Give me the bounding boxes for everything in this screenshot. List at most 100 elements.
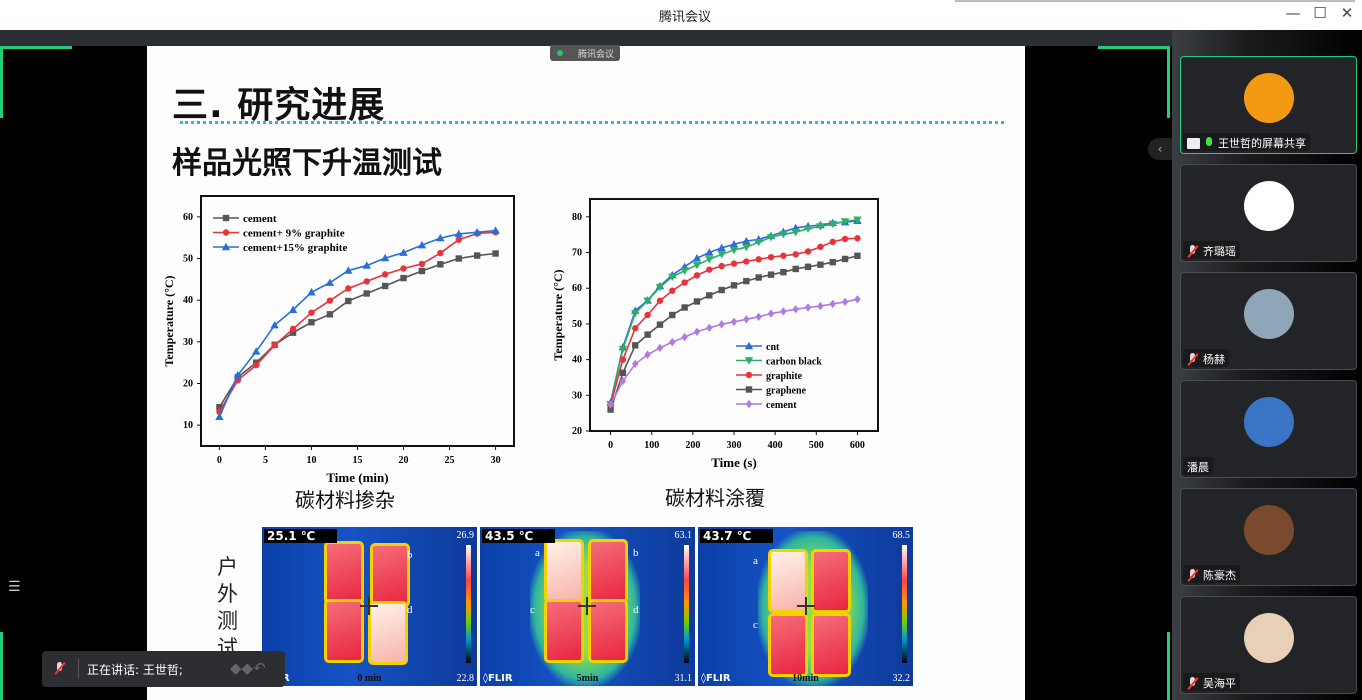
- data-point: [216, 404, 223, 411]
- name-tag: 陈豪杰: [1183, 565, 1240, 583]
- data-point: [829, 299, 836, 309]
- avatar: [1244, 613, 1294, 663]
- y-tick-label: 20: [183, 379, 193, 390]
- data-point: [792, 305, 799, 314]
- share-frame-corner: [0, 632, 72, 700]
- data-point: [326, 297, 334, 304]
- minimize-button[interactable]: —: [1285, 4, 1301, 22]
- popup-edge: [955, 0, 1355, 2]
- series-line: [218, 252, 496, 408]
- data-point: [270, 320, 279, 329]
- data-point: [632, 342, 639, 349]
- participant-tile[interactable]: 潘晨: [1180, 380, 1357, 478]
- color-scale: [466, 545, 471, 663]
- slide-title: 三. 研究进展: [172, 85, 386, 126]
- data-point: [437, 261, 444, 268]
- avatar: [1244, 73, 1294, 123]
- close-button[interactable]: ✕: [1340, 4, 1354, 22]
- share-badge[interactable]: 腾讯会议: [550, 45, 620, 61]
- participant-name: 王世哲的屏幕共享: [1218, 137, 1306, 150]
- data-point: [345, 285, 352, 292]
- data-point: [755, 312, 762, 321]
- x-tick-label: 25: [445, 455, 455, 466]
- data-point: [706, 292, 713, 299]
- mic-muted-icon: [1187, 676, 1199, 690]
- participant-tile[interactable]: 吴海平: [1180, 596, 1357, 694]
- slide: 三. 研究进展 样品光照下升温测试 0 5 10 15 20 25 30 10 20 30 40 50…: [147, 46, 1025, 700]
- x-axis-label: Time (min): [326, 470, 388, 485]
- data-point: [643, 297, 652, 305]
- data-point: [705, 256, 714, 264]
- mic-muted-icon[interactable]: [54, 662, 66, 675]
- y-tick-label: 10: [183, 420, 193, 431]
- participant-name: 齐璐瑶: [1203, 245, 1236, 258]
- elapsed-time: 0 min: [357, 673, 382, 684]
- data-point: [754, 238, 763, 247]
- name-tag: 吴海平: [1183, 673, 1240, 691]
- list-icon[interactable]: ☰: [8, 579, 21, 595]
- legend-label: carbon black: [766, 357, 822, 368]
- mic-muted-icon: [1187, 568, 1199, 582]
- y-tick-label: 60: [572, 283, 582, 294]
- data-point: [829, 258, 836, 266]
- data-point: [755, 256, 762, 263]
- data-point: [632, 325, 639, 332]
- data-point: [817, 301, 824, 311]
- mic-muted-icon: [1187, 244, 1199, 258]
- spot-temperature: 25.1 ℃: [264, 529, 338, 543]
- speaking-text: 正在讲话: 王世哲;: [87, 663, 183, 677]
- participant-tile[interactable]: 王世哲的屏幕共享: [1180, 56, 1357, 154]
- participant-tile[interactable]: 齐璐瑶: [1180, 164, 1357, 262]
- participant-name: 吴海平: [1203, 677, 1236, 690]
- y-tick-label: 70: [572, 248, 582, 259]
- scale-max: 68.5: [892, 530, 911, 541]
- data-point: [792, 251, 799, 258]
- avatar: [1244, 397, 1294, 447]
- legend-label: cement: [243, 213, 277, 225]
- y-tick-label: 40: [572, 355, 582, 366]
- data-point: [804, 303, 812, 312]
- maximize-button[interactable]: ☐: [1313, 4, 1327, 22]
- data-point: [828, 220, 837, 229]
- sample-label: b: [633, 547, 639, 559]
- data-point: [222, 214, 230, 222]
- crosshair-icon: [578, 597, 596, 615]
- data-point: [841, 255, 849, 263]
- data-point: [381, 271, 389, 278]
- participant-name: 杨赫: [1203, 353, 1225, 366]
- x-tick-label: 0: [217, 455, 222, 466]
- data-point: [656, 321, 664, 328]
- data-point: [780, 268, 787, 276]
- collapse-sidebar-button[interactable]: ‹: [1148, 138, 1172, 160]
- data-point: [362, 261, 371, 269]
- data-point: [418, 267, 426, 275]
- x-tick-label: 30: [491, 455, 501, 466]
- data-point: [644, 331, 651, 338]
- data-point: [618, 345, 628, 354]
- caption-coating: 碳材料涂覆: [665, 486, 765, 510]
- sample-block: [768, 549, 808, 613]
- series-line: [218, 229, 496, 418]
- data-point: [454, 229, 463, 238]
- data-point: [400, 265, 407, 272]
- data-point: [222, 229, 230, 236]
- y-axis-label: Temperature (°C): [551, 269, 565, 360]
- screen-share-icon: [1187, 137, 1200, 149]
- participant-tile[interactable]: 杨赫: [1180, 272, 1357, 370]
- data-point: [742, 243, 751, 252]
- x-tick-label: 400: [768, 440, 783, 451]
- data-point: [400, 274, 407, 282]
- data-point: [289, 325, 297, 333]
- sample-block: [811, 549, 851, 613]
- series-graphite: [607, 235, 861, 409]
- data-point: [271, 341, 278, 349]
- speaking-indicator: 正在讲话: 王世哲; ◆◆↶: [42, 651, 285, 687]
- data-point: [669, 337, 676, 347]
- avatar: [1244, 505, 1294, 555]
- x-tick-label: 200: [685, 440, 700, 451]
- data-point: [718, 320, 725, 329]
- data-point: [817, 261, 824, 268]
- participant-tile[interactable]: 陈豪杰: [1180, 488, 1357, 586]
- avatar: [1244, 181, 1294, 231]
- data-point: [743, 277, 750, 285]
